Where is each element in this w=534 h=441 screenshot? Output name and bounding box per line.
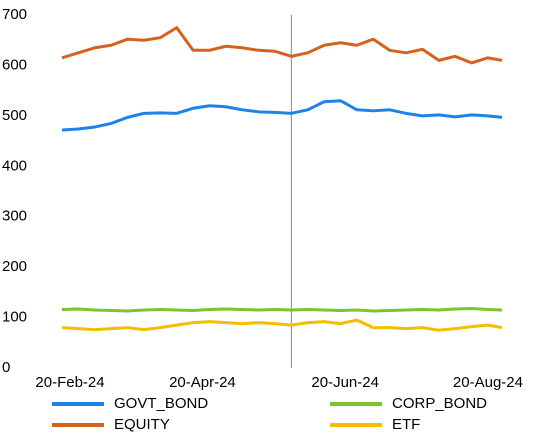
legend-label: CORP_BOND bbox=[392, 395, 487, 412]
x-tick-label: 20-Jun-24 bbox=[311, 374, 379, 391]
series-line bbox=[61, 26, 503, 65]
legend-label: ETF bbox=[392, 416, 420, 433]
series-line bbox=[61, 318, 503, 332]
x-tick-label: 20-Apr-24 bbox=[169, 374, 236, 391]
series-line bbox=[61, 306, 503, 313]
y-tick-label: 600 bbox=[2, 56, 27, 73]
y-tick-label: 400 bbox=[2, 157, 27, 174]
y-tick-label: 700 bbox=[2, 6, 27, 23]
y-tick-label: 200 bbox=[2, 258, 27, 275]
x-tick-label: 20-Aug-24 bbox=[453, 374, 523, 391]
series-line bbox=[61, 99, 503, 132]
legend-label: GOVT_BOND bbox=[114, 395, 208, 412]
legend-label: EQUITY bbox=[114, 416, 170, 433]
y-tick-label: 300 bbox=[2, 208, 27, 225]
x-tick-label: 20-Feb-24 bbox=[35, 374, 104, 391]
y-tick-label: 100 bbox=[2, 309, 27, 326]
y-tick-label: 500 bbox=[2, 107, 27, 124]
y-tick-label: 0 bbox=[2, 359, 10, 376]
